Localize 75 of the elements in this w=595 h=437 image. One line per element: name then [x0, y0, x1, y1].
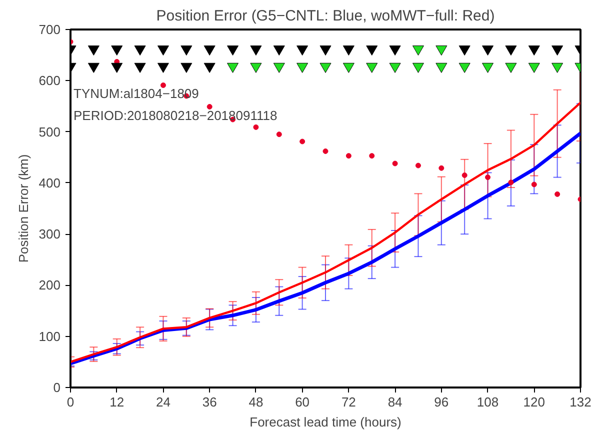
y-tick-label: 500 — [38, 124, 61, 140]
x-tick-label: 24 — [156, 394, 170, 410]
point — [412, 62, 424, 73]
point — [346, 153, 352, 159]
point — [300, 138, 306, 144]
point — [273, 62, 285, 73]
point — [369, 153, 375, 159]
point — [485, 174, 491, 180]
y-tick-label: 700 — [38, 22, 61, 37]
point — [552, 46, 564, 56]
y-tick-label: 200 — [38, 278, 61, 293]
y-tick-label: 600 — [38, 73, 61, 88]
point — [157, 46, 169, 56]
y-tick-label: 100 — [38, 328, 61, 344]
point — [528, 46, 540, 56]
y-tick-label: 0 — [53, 380, 61, 395]
x-tick-label: 48 — [248, 394, 264, 410]
point — [160, 82, 166, 88]
point — [508, 180, 514, 186]
x-tick-label: 120 — [523, 394, 545, 410]
x-tick-label: 60 — [295, 394, 310, 410]
point — [320, 46, 332, 56]
point — [250, 62, 262, 73]
point — [528, 62, 540, 73]
x-tick-label: 0 — [66, 394, 74, 410]
point — [458, 46, 470, 56]
point — [366, 46, 378, 56]
point — [320, 62, 332, 73]
x-tick-label: 84 — [388, 394, 402, 410]
point — [438, 165, 444, 171]
point — [204, 46, 216, 56]
point — [505, 46, 517, 56]
point — [482, 46, 494, 56]
point — [342, 62, 354, 73]
y-tick-label: 300 — [38, 226, 61, 242]
point — [134, 46, 146, 56]
point — [276, 132, 282, 138]
point — [273, 46, 285, 56]
x-axis-title: Forecast lead time (hours) — [250, 414, 402, 430]
point — [180, 46, 192, 56]
point — [296, 46, 308, 56]
x-tick-label: 108 — [476, 394, 499, 410]
point — [554, 191, 560, 197]
point — [458, 62, 470, 73]
point — [296, 62, 308, 73]
y-axis-title: Position Error (km) — [16, 154, 31, 263]
y-tick-label: 400 — [38, 175, 61, 190]
point — [505, 62, 517, 73]
point — [462, 172, 468, 178]
point — [389, 62, 401, 73]
point — [227, 62, 239, 73]
point — [389, 46, 401, 56]
annotation: PERIOD:2018080218−2018091118 — [74, 108, 278, 123]
x-tick-label: 12 — [110, 394, 124, 410]
chart-title: Position Error (G5−CNTL: Blue, woMWT−full: Red) — [156, 8, 495, 24]
point — [250, 46, 262, 56]
point — [253, 124, 259, 130]
point — [342, 46, 354, 56]
x-tick-label: 96 — [434, 394, 449, 410]
point — [552, 62, 564, 73]
x-tick-label: 132 — [570, 394, 592, 410]
point — [111, 46, 123, 56]
point — [415, 162, 421, 168]
point — [88, 46, 100, 56]
point — [436, 62, 448, 73]
point — [227, 46, 239, 56]
point — [392, 160, 398, 166]
x-tick-label: 36 — [202, 394, 217, 410]
annotation: TYNUM:al1804−1809 — [74, 86, 199, 101]
point — [206, 104, 212, 110]
point — [531, 182, 537, 188]
point — [366, 62, 378, 73]
point — [482, 62, 494, 73]
point — [322, 148, 328, 154]
x-tick-label: 72 — [341, 394, 356, 410]
